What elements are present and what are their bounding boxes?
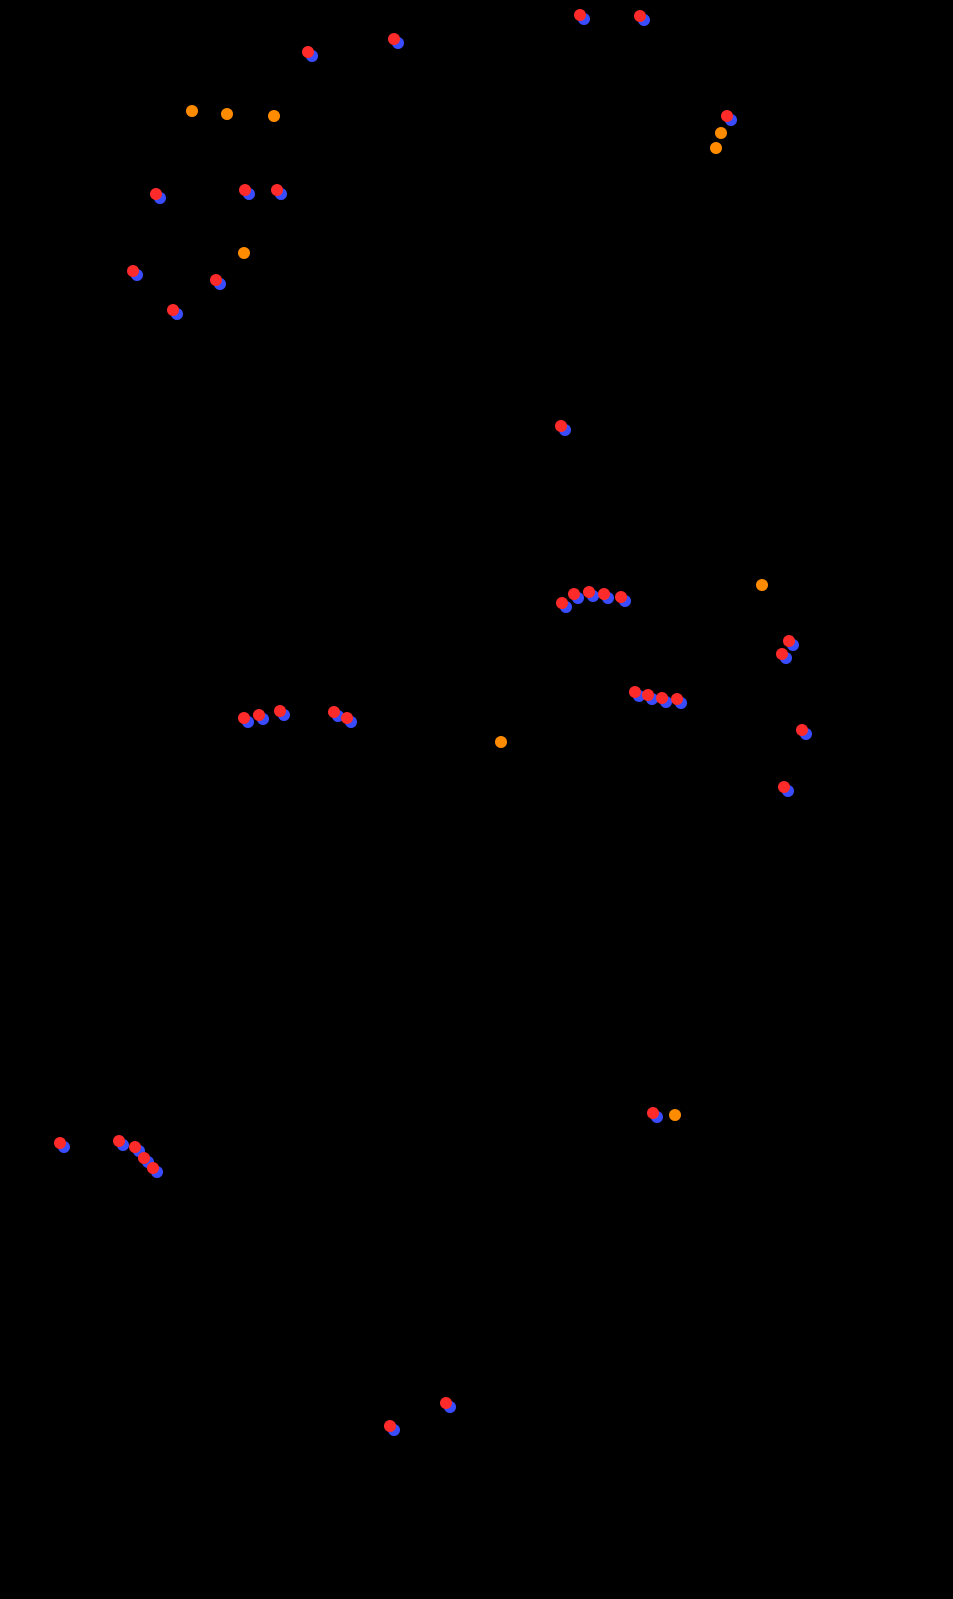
- scatter-point: [384, 1420, 396, 1432]
- scatter-point: [129, 1141, 141, 1153]
- scatter-point: [268, 110, 280, 122]
- scatter-point: [221, 108, 233, 120]
- scatter-point: [113, 1135, 125, 1147]
- scatter-point: [186, 105, 198, 117]
- scatter-point: [440, 1397, 452, 1409]
- scatter-chart: [0, 0, 953, 1599]
- scatter-point: [634, 10, 646, 22]
- scatter-point: [388, 33, 400, 45]
- scatter-point: [715, 127, 727, 139]
- scatter-point: [669, 1109, 681, 1121]
- scatter-point: [796, 724, 808, 736]
- scatter-point: [239, 184, 251, 196]
- scatter-point: [568, 588, 580, 600]
- scatter-point: [710, 142, 722, 154]
- scatter-point: [54, 1137, 66, 1149]
- scatter-point: [583, 586, 595, 598]
- scatter-point: [776, 648, 788, 660]
- scatter-point: [341, 712, 353, 724]
- scatter-point: [127, 265, 139, 277]
- scatter-point: [778, 781, 790, 793]
- scatter-point: [615, 591, 627, 603]
- scatter-point: [167, 304, 179, 316]
- scatter-point: [328, 706, 340, 718]
- scatter-point: [783, 635, 795, 647]
- scatter-point: [629, 686, 641, 698]
- scatter-point: [495, 736, 507, 748]
- scatter-point: [302, 46, 314, 58]
- scatter-point: [271, 184, 283, 196]
- scatter-point: [656, 692, 668, 704]
- scatter-point: [598, 588, 610, 600]
- scatter-point: [253, 709, 265, 721]
- scatter-point: [756, 579, 768, 591]
- scatter-point: [238, 712, 250, 724]
- scatter-point: [721, 110, 733, 122]
- scatter-point: [274, 705, 286, 717]
- scatter-point: [642, 689, 654, 701]
- scatter-point: [150, 188, 162, 200]
- scatter-point: [210, 274, 222, 286]
- scatter-point: [555, 420, 567, 432]
- scatter-point: [147, 1162, 159, 1174]
- scatter-point: [574, 9, 586, 21]
- scatter-point: [647, 1107, 659, 1119]
- scatter-point: [671, 693, 683, 705]
- scatter-point: [138, 1152, 150, 1164]
- scatter-point: [556, 597, 568, 609]
- scatter-point: [238, 247, 250, 259]
